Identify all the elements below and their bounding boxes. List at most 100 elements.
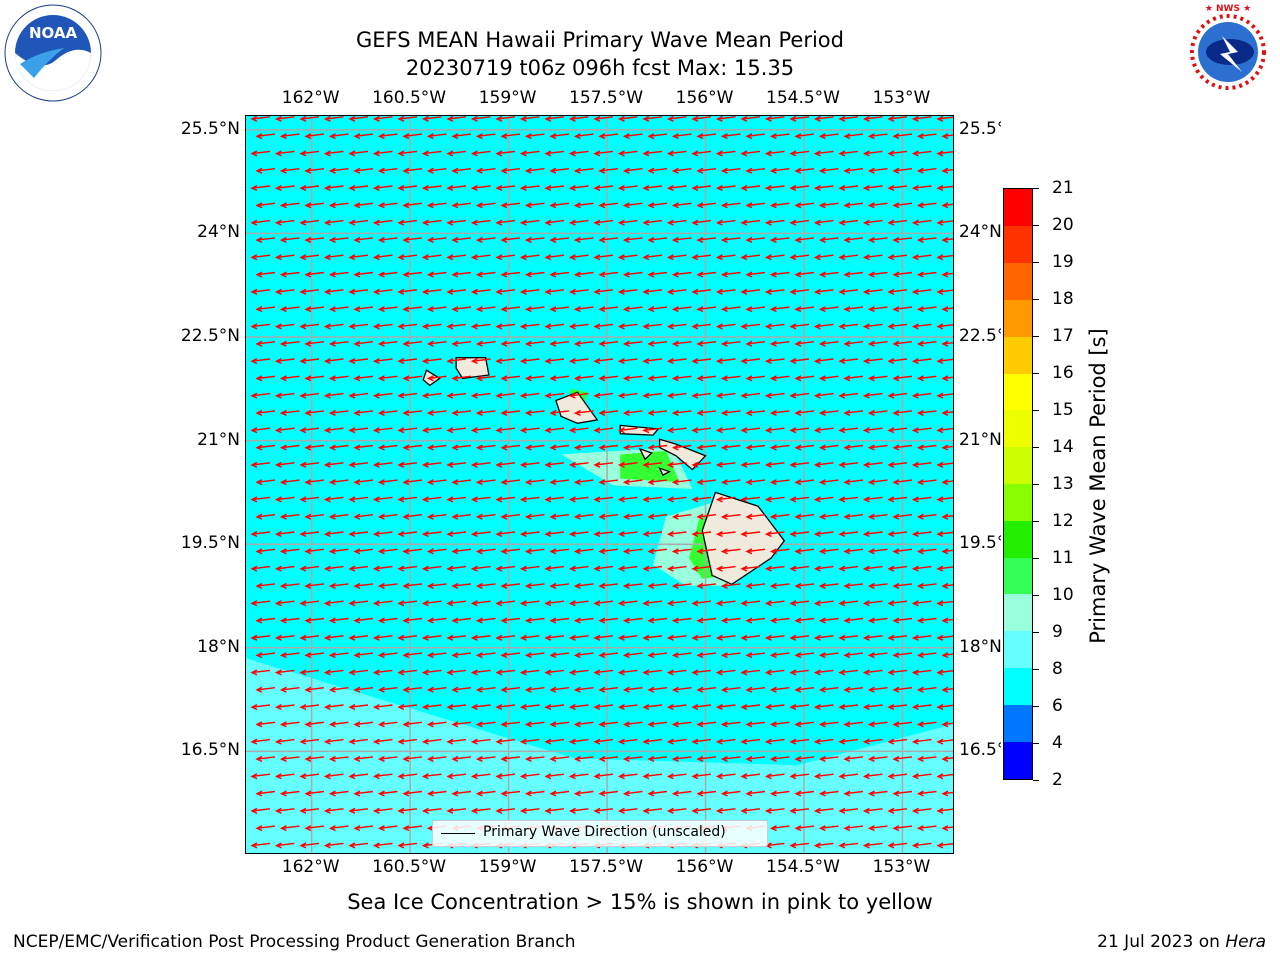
wave-arrow: [740, 288, 761, 295]
wave-arrow: [524, 513, 545, 520]
wave-arrow: [764, 461, 785, 468]
wave-arrow: [372, 116, 393, 122]
wave-arrow: [598, 721, 619, 728]
wave-arrow: [715, 323, 736, 330]
wave-arrow: [794, 236, 815, 243]
wave-arrow: [598, 513, 619, 520]
wave-arrow: [838, 392, 859, 399]
wave-arrow: [838, 150, 859, 157]
wave-arrow: [549, 133, 570, 140]
wave-arrow: [279, 617, 300, 624]
wave-arrow: [304, 790, 325, 797]
wave-arrow: [666, 461, 687, 468]
wave-arrow: [402, 548, 423, 555]
wave-arrow: [255, 686, 276, 693]
wave-arrow: [402, 652, 423, 659]
wave-arrow: [402, 479, 423, 486]
wave-arrow: [740, 600, 761, 607]
wave-arrow: [519, 219, 540, 226]
wave-arrow: [250, 703, 271, 711]
wave-arrow: [936, 219, 953, 226]
wave-arrow: [691, 773, 712, 780]
wave-arrow: [691, 323, 712, 330]
wave-arrow: [794, 306, 815, 313]
wave-arrow: [764, 427, 785, 434]
wave-arrow: [867, 340, 888, 347]
wave-arrow: [691, 738, 712, 745]
wave-arrow: [936, 600, 953, 607]
wave-arrow: [470, 219, 491, 226]
wave-arrow: [818, 409, 839, 416]
wave-arrow: [892, 479, 913, 486]
wave-arrow: [377, 617, 398, 624]
wave-arrow: [715, 184, 736, 192]
wave-arrow: [279, 167, 300, 174]
colorbar-segment: [1004, 373, 1032, 411]
wave-arrow: [544, 634, 565, 641]
wave-arrow: [573, 617, 594, 624]
wave-arrow: [573, 755, 594, 762]
wave-arrow: [911, 392, 932, 399]
wave-arrow: [642, 357, 663, 365]
wave-arrow: [549, 548, 570, 555]
wave-arrow: [941, 340, 953, 347]
wave-arrow: [470, 150, 491, 157]
wave-arrow: [671, 202, 692, 209]
wave-arrow: [426, 375, 447, 382]
wave-arrow: [328, 790, 349, 797]
wave-arrow: [353, 652, 374, 659]
wave-arrow: [323, 600, 344, 607]
light-period-band: [246, 658, 953, 853]
wave-arrow: [715, 288, 736, 295]
wave-arrow: [617, 288, 638, 295]
wave-arrow: [549, 652, 570, 659]
colorbar-segment: [1004, 225, 1032, 264]
wave-arrow: [573, 686, 594, 693]
wave-arrow: [274, 807, 295, 814]
wave-arrow: [818, 686, 839, 693]
wave-arrow: [451, 513, 472, 520]
wave-arrow: [524, 271, 545, 278]
wave-arrow: [544, 392, 565, 399]
wave-arrow: [720, 271, 741, 278]
wave-arrow: [715, 496, 736, 503]
wave-arrow: [593, 357, 614, 365]
wave-arrow: [740, 807, 761, 814]
wave-arrow: [549, 755, 570, 762]
wave-arrow: [348, 565, 369, 572]
wave-arrow: [745, 133, 766, 140]
lon-tick-label-bottom: 162°W: [281, 857, 340, 877]
wave-arrow: [475, 236, 496, 243]
wave-arrow: [475, 721, 496, 728]
wave-arrow: [544, 738, 565, 745]
wave-arrow: [500, 721, 521, 728]
wave-arrow: [769, 133, 790, 140]
wave-arrow: [568, 600, 589, 607]
wave-arrow: [647, 271, 668, 278]
wave-arrow: [402, 340, 423, 347]
wave-arrow: [372, 634, 393, 641]
wave-arrow: [593, 773, 614, 780]
wave-arrow: [696, 479, 717, 486]
legend-line-swatch: [441, 833, 475, 834]
wave-arrow: [647, 167, 668, 174]
wave-arrow: [617, 184, 638, 192]
wave-arrow: [838, 288, 859, 295]
wave-arrow: [867, 133, 888, 140]
wave-arrow: [426, 548, 447, 555]
wave-arrow: [250, 323, 271, 330]
wave-arrow: [666, 565, 687, 572]
wave-arrow: [911, 150, 932, 157]
wave-arrow: [936, 773, 953, 780]
wave-arrow: [818, 652, 839, 659]
wave-arrow: [304, 479, 325, 486]
colorbar-tick-label: 16: [1033, 363, 1074, 383]
wave-arrow: [720, 755, 741, 762]
wave-arrow: [818, 236, 839, 243]
wave-arrow: [936, 254, 953, 261]
wave-arrow: [745, 375, 766, 382]
wave-arrow: [617, 254, 638, 261]
wave-arrow: [691, 357, 712, 365]
wave-arrow: [593, 634, 614, 641]
colorbar-tick-label: 10: [1033, 585, 1074, 605]
